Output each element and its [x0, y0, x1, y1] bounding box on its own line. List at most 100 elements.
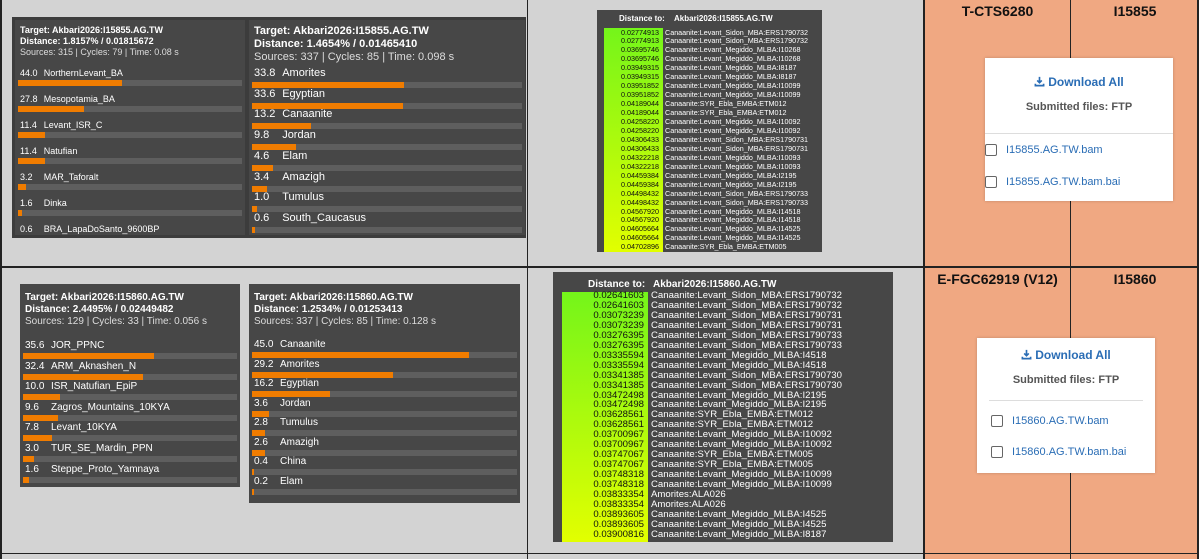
admixture-bar-track — [23, 353, 237, 359]
admixture-value: 9.6 — [25, 401, 39, 413]
admixture-row: 7.8 Levant_10KYA — [20, 422, 240, 443]
file-item[interactable]: I15855.AG.TW.bam — [985, 144, 1103, 156]
distance-value: 0.03276395 — [593, 329, 644, 341]
admixture-bar — [252, 102, 403, 109]
admixture-label: 33.8 Amorites — [254, 68, 326, 79]
file-link[interactable]: I15860.AG.TW.bam — [1012, 415, 1109, 427]
file-checkbox[interactable] — [991, 446, 1003, 458]
admixture-row: 2.8 Tumulus — [249, 417, 520, 437]
file-link[interactable]: I15860.AG.TW.bam.bai — [1012, 446, 1127, 458]
admixture-name: TUR_SE_Mardin_PPN — [51, 443, 153, 454]
panel-target: Target: Akbari2026:I15860.AG.TW — [25, 292, 184, 303]
distance-sample: Canaanite:Levant_Sidon_MBA:ERS1790733 — [651, 329, 842, 341]
distance-value: 0.03747067 — [593, 459, 644, 471]
distance-sample: Canaanite:SYR_Ebla_EMBA:ETM012 — [665, 99, 787, 109]
admixture-row: 32.4 ARM_Aknashen_N — [20, 361, 240, 382]
admixture-name: Egyptian — [282, 87, 325, 100]
file-item[interactable]: I15860.AG.TW.bam — [991, 415, 1109, 427]
distance-value: 0.03341385 — [593, 379, 644, 391]
distance-sample: Canaanite:Levant_Megiddo_MLBA:I4525 — [651, 508, 827, 520]
download-all-button[interactable]: Download All — [985, 75, 1173, 89]
admixture-value: 11.4 — [20, 120, 37, 130]
admixture-bar — [252, 226, 255, 233]
admixture-name: Mesopotamia_BA — [43, 94, 115, 104]
distance-sample: Canaanite:Levant_Megiddo_MLBA:I4518 — [651, 359, 827, 371]
admixture-row: 10.0 ISR_Natufian_EpiP — [20, 381, 240, 402]
distance-value: 0.03335594 — [593, 359, 644, 371]
admixture-value: 2.6 — [254, 436, 268, 448]
distance-value: 0.04322218 — [621, 161, 659, 171]
admixture-label: 9.8 Jordan — [254, 130, 316, 141]
distance-sample: Canaanite:Levant_Megiddo_MLBA:I14518 — [665, 215, 801, 225]
distance-value: 0.03695746 — [621, 45, 659, 55]
distance-sample: Canaanite:Levant_Megiddo_MLBA:I2195 — [665, 179, 797, 189]
panel-distance: Distance: 1.2534% / 0.01253413 — [254, 304, 403, 315]
admixture-bar-track — [23, 476, 237, 483]
distance-value: 0.04459384 — [621, 179, 659, 189]
distance-sample: Canaanite:Levant_Sidon_MBA:ERS1790733 — [665, 197, 809, 207]
admixture-label: 3.4 Amazigh — [254, 170, 325, 183]
file-link[interactable]: I15855.AG.TW.bam — [1006, 144, 1103, 156]
admixture-value: 9.8 — [254, 129, 270, 142]
distance-sample: Canaanite:Levant_Megiddo_MLBA:I10093 — [665, 161, 801, 171]
row1-admixture-panel-a: Target: Akbari2026:I15855.AG.TW Distance:… — [15, 20, 245, 235]
admixture-bar — [252, 206, 257, 213]
distance-label: Distance to: — [619, 14, 665, 23]
admixture-name: Amorites — [280, 358, 320, 370]
sample-id-cell-row2: I15860 — [1113, 271, 1157, 287]
admixture-bar — [252, 449, 265, 456]
distance-sample: Canaanite:Levant_Megiddo_MLBA:I10099 — [665, 81, 801, 91]
distance-target: Akbari2026:I15855.AG.TW — [674, 14, 773, 23]
admixture-name: ISR_Natufian_EpiP — [51, 381, 138, 393]
admixture-value: 4.6 — [254, 149, 270, 162]
file-item[interactable]: I15860.AG.TW.bam.bai — [991, 446, 1126, 458]
admixture-bar — [18, 158, 45, 164]
distance-sample: Canaanite:Levant_Sidon_MBA:ERS1790732 — [651, 299, 842, 311]
admixture-value: 32.4 — [25, 360, 45, 372]
admixture-bar-track — [252, 144, 522, 151]
admixture-bar-track — [18, 210, 242, 216]
admixture-row: 0.4 China — [249, 456, 520, 476]
admixture-row: 1.6 Steppe_Proto_Yamnaya — [20, 464, 240, 485]
admixture-name: Amazigh — [280, 436, 319, 448]
file-item[interactable]: I15855.AG.TW.bam.bai — [985, 176, 1120, 188]
admixture-label: 7.8 Levant_10KYA — [25, 422, 117, 433]
file-checkbox[interactable] — [991, 415, 1003, 427]
distance-value: 0.04189044 — [621, 108, 659, 118]
file-checkbox[interactable] — [985, 176, 997, 188]
admixture-bar — [18, 80, 122, 86]
distance-value: 0.03893605 — [593, 518, 644, 530]
admixture-bar — [252, 144, 296, 151]
distance-value: 0.03335594 — [593, 349, 644, 361]
admixture-row: 11.4 Levant_ISR_C — [15, 120, 245, 146]
file-checkbox[interactable] — [985, 144, 997, 156]
distance-sample: Canaanite:SYR_Ebla_EMBA:ETM005 — [651, 449, 814, 461]
admixture-label: 0.6 BRA_LapaDoSanto_9600BP — [20, 224, 159, 235]
grid-line — [1070, 0, 1071, 559]
distance-value: 0.03472498 — [593, 389, 644, 401]
admixture-label: 2.6 Amazigh — [254, 437, 319, 448]
download-all-button[interactable]: Download All — [977, 348, 1155, 362]
admixture-value: 45.0 — [254, 339, 274, 350]
admixture-row: 11.4 Natufian — [15, 146, 245, 172]
distance-sample: Canaanite:Levant_Megiddo_MLBA:I8187 — [651, 528, 827, 540]
admixture-name: Canaanite — [282, 108, 333, 121]
distance-value: 0.04605664 — [621, 224, 659, 234]
file-link[interactable]: I15855.AG.TW.bam.bai — [1006, 176, 1121, 188]
admixture-name: ARM_Aknashen_N — [51, 360, 137, 372]
admixture-bar-track — [252, 391, 517, 397]
admixture-label: 3.6 Jordan — [254, 398, 311, 409]
distance-value: 0.03628561 — [593, 409, 644, 421]
admixture-label: 45.0 Canaanite — [254, 339, 326, 350]
panel-distance: Distance: 2.4495% / 0.02449482 — [25, 304, 174, 315]
admixture-bar-track — [252, 352, 517, 358]
admixture-value: 33.6 — [254, 87, 276, 100]
distance-value: 0.03748318 — [593, 469, 644, 481]
distance-sample: Canaanite:Levant_Megiddo_MLBA:I14525 — [665, 233, 801, 243]
admixture-name: Levant_10KYA — [51, 422, 117, 434]
admixture-name: Amazigh — [282, 170, 325, 183]
distance-value: 0.03951852 — [621, 90, 659, 100]
admixture-row: 3.0 TUR_SE_Mardin_PPN — [20, 443, 240, 464]
admixture-bar-track — [252, 449, 517, 456]
distance-sample: Canaanite:Levant_Megiddo_MLBA:I10092 — [651, 429, 832, 441]
